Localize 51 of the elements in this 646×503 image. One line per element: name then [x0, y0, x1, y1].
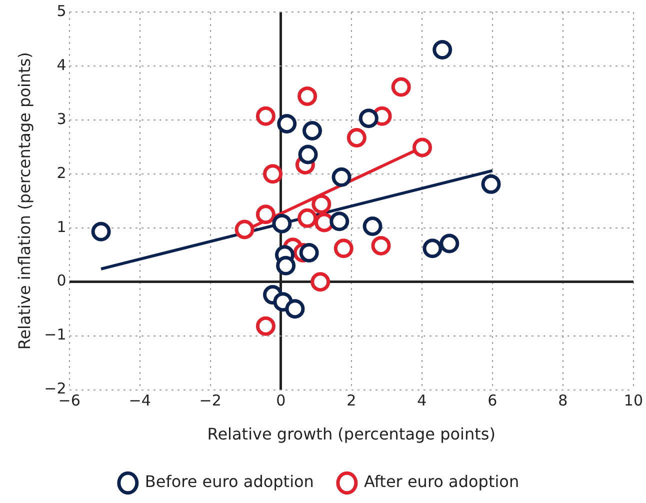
point	[440, 234, 460, 254]
point	[310, 272, 330, 292]
point	[276, 256, 296, 276]
x-tick-label: 8	[558, 392, 568, 410]
point	[334, 238, 354, 258]
point	[371, 236, 391, 256]
point	[330, 212, 350, 232]
x-tick-label: 6	[488, 392, 498, 410]
x-tick-label: 4	[417, 392, 427, 410]
x-tick-label: −2	[199, 392, 222, 410]
point	[234, 220, 254, 240]
point	[91, 222, 111, 242]
point	[272, 214, 292, 234]
x-tick-label: −4	[128, 392, 151, 410]
y-tick-label: −1	[44, 326, 66, 344]
y-tick-label: 3	[56, 110, 66, 128]
point	[432, 40, 452, 60]
point	[299, 242, 319, 262]
point	[314, 212, 334, 232]
point	[362, 216, 382, 236]
point	[298, 86, 318, 106]
point	[391, 77, 411, 97]
y-tick-label: 4	[56, 56, 66, 74]
point	[332, 167, 352, 187]
point	[302, 120, 322, 140]
legend-label: After euro adoption	[364, 472, 520, 492]
y-axis-title: Relative inflation (percentage points)	[14, 52, 34, 350]
point	[422, 238, 442, 258]
point	[346, 128, 366, 148]
point	[285, 299, 305, 319]
x-tick-label: 0	[276, 392, 286, 410]
point	[312, 194, 332, 214]
y-tick-label: −2	[44, 380, 66, 398]
x-tick-label: 2	[346, 392, 356, 410]
point	[256, 204, 276, 224]
legend-label: Before euro adoption	[144, 472, 314, 492]
point	[263, 164, 283, 184]
point	[358, 108, 378, 128]
y-tick-label: 2	[56, 164, 66, 182]
y-tick-label: 0	[56, 272, 66, 290]
point	[256, 316, 276, 336]
y-tick-label: 5	[56, 2, 66, 20]
point	[481, 174, 501, 194]
y-tick-label: 1	[56, 218, 66, 236]
point	[256, 106, 276, 126]
point	[298, 208, 318, 228]
x-axis-title: Relative growth (percentage points)	[207, 424, 496, 444]
x-tick-label: 10	[624, 392, 644, 410]
point	[298, 144, 318, 164]
point	[277, 114, 297, 134]
point	[412, 138, 432, 158]
